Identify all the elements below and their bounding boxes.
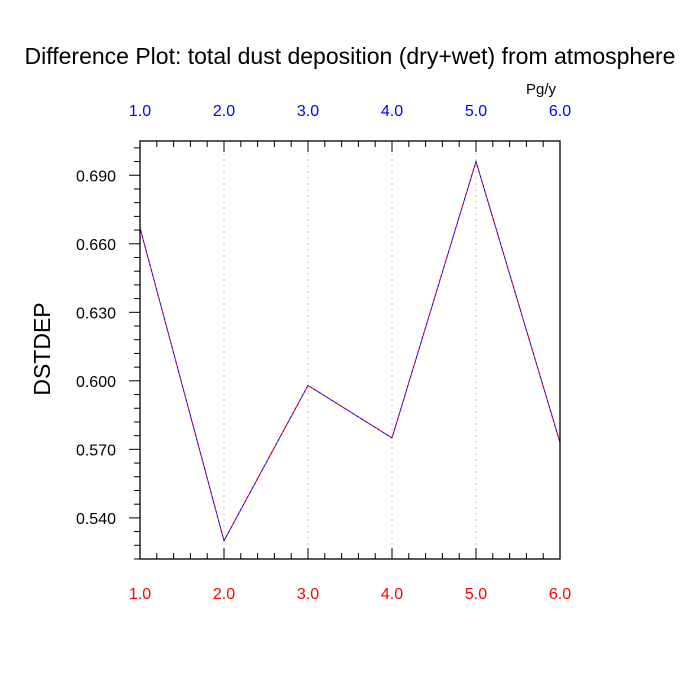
x-tick-label-top-3: 3.0 bbox=[297, 103, 319, 120]
series-line-2 bbox=[139, 159, 561, 543]
x-tick-label-bottom-6: 6.0 bbox=[549, 586, 571, 603]
series-line-1 bbox=[139, 159, 561, 543]
units-label: Pg/y bbox=[526, 81, 557, 98]
x-tick-label-bottom-5: 5.0 bbox=[465, 586, 487, 603]
y-tick-label-5: 0.660 bbox=[76, 237, 116, 254]
x-tick-label-top-5: 5.0 bbox=[465, 103, 487, 120]
x-grid bbox=[223, 141, 477, 559]
x-tick-label-bottom-2: 2.0 bbox=[213, 586, 235, 603]
x-tick-label-bottom-3: 3.0 bbox=[297, 586, 319, 603]
chart-title: Difference Plot: total dust deposition (… bbox=[25, 43, 676, 69]
x-tick-label-top-4: 4.0 bbox=[381, 103, 403, 120]
x-tick-label-top-1: 1.0 bbox=[129, 103, 151, 120]
y-tick-label-3: 0.600 bbox=[76, 374, 116, 391]
y-tick-label-6: 0.690 bbox=[76, 168, 116, 185]
plot-series bbox=[139, 159, 561, 543]
x-tick-label-bottom-1: 1.0 bbox=[129, 586, 151, 603]
plot-frame bbox=[139, 140, 561, 560]
y-tick-label-4: 0.630 bbox=[76, 305, 116, 322]
y-tick-label-1: 0.540 bbox=[76, 511, 116, 528]
y-axis-label: DSTDEP bbox=[29, 302, 55, 395]
x-tick-label-top-2: 2.0 bbox=[213, 103, 235, 120]
x-tick-label-bottom-4: 4.0 bbox=[381, 586, 403, 603]
x-tick-label-top-6: 6.0 bbox=[549, 103, 571, 120]
tick-marks bbox=[129, 141, 561, 560]
tick-labels: 1.0 1.0 2.0 2.0 3.0 3.0 4.0 4.0 5.0 5.0 6.0 6.0 0.54… bbox=[76, 103, 571, 603]
y-tick-label-2: 0.570 bbox=[76, 442, 116, 459]
